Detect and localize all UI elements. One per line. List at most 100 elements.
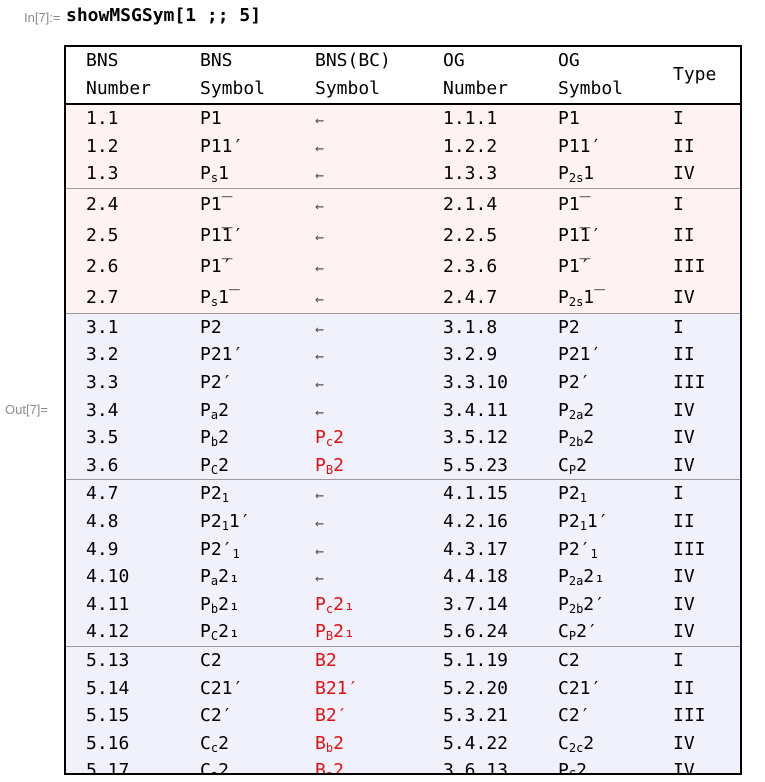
cell-og-symbol: P1̅ (558, 193, 580, 215)
table-row: 3.4 Pa2 ← 3.4.11 P2a2 IV (66, 397, 740, 425)
cell-bns-number: 3.5 (86, 427, 119, 449)
cell-bns-bc-symbol: ← (315, 227, 325, 246)
table-row: 3.3 P2′ ← 3.3.10 P2′ III (66, 369, 740, 397)
cell-og-number: 3.6.13 (443, 760, 509, 775)
cell-bns-symbol: P21 (200, 483, 229, 506)
cell-og-symbol: P2s1̅ (558, 286, 595, 309)
cell-bns-symbol: P211′ (200, 510, 251, 533)
cell-og-symbol: P2a2 (558, 399, 595, 422)
cell-bns-number: 5.17 (86, 760, 130, 775)
cell-type: IV (673, 621, 695, 643)
cell-og-number: 4.4.18 (443, 566, 509, 588)
cell-og-symbol: C2 (558, 649, 580, 671)
cell-bns-symbol: P1̅1′ (200, 224, 244, 246)
cell-bns-symbol: Pa2 (200, 399, 229, 422)
table-row: 4.10 Pa2₁ ← 4.4.18 P2a2₁ IV (66, 563, 740, 591)
table-row: 5.13 C2 B2 5.1.19 C2 I (66, 647, 740, 675)
cell-type: I (673, 483, 684, 505)
table-body: 1.1 P1 ← 1.1.1 P1 I 1.2 P11′ ← 1.2.2 P11′ II 1.3 Ps1 ←… (66, 105, 740, 775)
cell-bns-number: 2.7 (86, 286, 119, 308)
cell-og-symbol: P2b2′ (558, 593, 605, 616)
cell-og-number: 5.1.19 (443, 649, 509, 671)
cell-og-number: 2.4.7 (443, 286, 498, 308)
header-bns-number-line: BNS (86, 50, 119, 71)
cell-og-number: 5.5.23 (443, 454, 509, 476)
cell-bns-bc-symbol: ← (315, 569, 325, 588)
cell-og-number: 1.3.3 (443, 163, 498, 185)
cell-type: I (673, 316, 684, 338)
cell-bns-symbol: Ca2 (200, 760, 229, 775)
cell-og-number: 4.1.15 (443, 483, 509, 505)
table-row: 3.2 P21′ ← 3.2.9 P21′ II (66, 341, 740, 369)
cell-type: II (673, 344, 695, 366)
cell-type: IV (673, 163, 695, 185)
cell-bns-bc-symbol: B2′ (315, 705, 348, 727)
cell-og-symbol: P2a2₁ (558, 566, 605, 589)
cell-type: III (673, 705, 706, 727)
cell-type: III (673, 371, 706, 393)
cell-bns-bc-symbol: ← (315, 138, 325, 157)
header-bns-bc-symbol-line: Symbol (315, 78, 381, 99)
cell-bns-symbol: Ps1̅ (200, 286, 229, 309)
cell-bns-number: 1.3 (86, 163, 119, 185)
cell-og-number: 1.2.2 (443, 135, 498, 157)
cell-bns-symbol: C2 (200, 649, 222, 671)
header-bns-symbol: BNS Symbol (200, 47, 265, 103)
input-code[interactable]: showMSGSym[1 ;; 5] (66, 5, 262, 26)
cell-og-symbol: C2′ (558, 705, 591, 727)
cell-og-symbol: PC2 (558, 760, 587, 775)
cell-type: IV (673, 760, 695, 775)
cell-type: I (673, 108, 684, 129)
table-row: 2.5 P1̅1′ ← 2.2.5 P1̅1′ II (66, 220, 740, 251)
cell-type: IV (673, 286, 695, 308)
cell-bns-number: 2.5 (86, 224, 119, 246)
cell-og-number: 3.3.10 (443, 371, 509, 393)
input-prompt-label: In[7]:= (24, 10, 61, 25)
cell-og-symbol: P2 (558, 316, 580, 338)
cell-type: IV (673, 399, 695, 421)
header-type-line: Type (673, 64, 717, 85)
cell-bns-number: 1.2 (86, 135, 119, 157)
cell-bns-symbol: Cc2 (200, 732, 229, 755)
cell-type: II (673, 135, 695, 157)
table-row: 3.6 PC2 PB2 5.5.23 CP2 IV (66, 452, 740, 480)
cell-og-number: 2.1.4 (443, 193, 498, 215)
cell-type: IV (673, 593, 695, 615)
cell-og-symbol: P2b2 (558, 427, 595, 450)
cell-og-number: 5.4.22 (443, 732, 509, 754)
cell-og-symbol: P211′ (558, 510, 609, 533)
cell-bns-number: 4.9 (86, 538, 119, 560)
table-row: 1.3 Ps1 ← 1.3.3 P2s1 IV (66, 160, 740, 188)
cell-bns-bc-symbol: Pc2₁ (315, 593, 355, 616)
cell-bns-symbol: P21′ (200, 344, 244, 366)
cell-og-number: 3.1.8 (443, 316, 498, 338)
cell-bns-bc-symbol: Pc2 (315, 427, 344, 450)
output-prompt-label: Out[7]= (5, 402, 48, 417)
table-row: 4.12 PC2₁ PB2₁ 5.6.24 CP2′ IV (66, 618, 740, 646)
cell-bns-symbol: P2′ (200, 371, 233, 393)
header-bns-symbol-line: BNS (200, 50, 233, 71)
cell-bns-number: 2.6 (86, 255, 119, 277)
cell-bns-number: 1.1 (86, 108, 119, 129)
header-bns-number: BNS Number (86, 47, 151, 103)
cell-bns-bc-symbol: ← (315, 258, 325, 277)
header-bns-number-line: Number (86, 78, 152, 99)
row-group: 2.4 P1̅ ← 2.1.4 P1̅ I 2.5 P1̅1′ ← 2.2.5 P1̅1′ II 2.6… (66, 187, 740, 313)
cell-og-number: 3.5.12 (443, 427, 509, 449)
header-og-number-line: OG (443, 50, 465, 71)
cell-og-number: 2.3.6 (443, 255, 498, 277)
cell-bns-symbol: Pb2 (200, 427, 229, 450)
cell-og-symbol: P2s1 (558, 163, 595, 186)
cell-bns-symbol: P2 (200, 316, 222, 338)
cell-bns-number: 4.8 (86, 510, 119, 532)
cell-og-number: 5.6.24 (443, 621, 509, 643)
cell-bns-symbol: PC2₁ (200, 621, 240, 644)
cell-bns-symbol: Pa2₁ (200, 566, 240, 589)
cell-bns-symbol: C2′ (200, 705, 233, 727)
header-bns-bc-symbol-line: BNS(BC) (315, 50, 391, 71)
header-og-symbol: OG Symbol (558, 47, 623, 103)
cell-type: I (673, 649, 684, 671)
cell-bns-bc-symbol: Bb2 (315, 732, 344, 755)
cell-bns-bc-symbol: ← (315, 196, 325, 215)
cell-og-symbol: P2′ (558, 371, 591, 393)
